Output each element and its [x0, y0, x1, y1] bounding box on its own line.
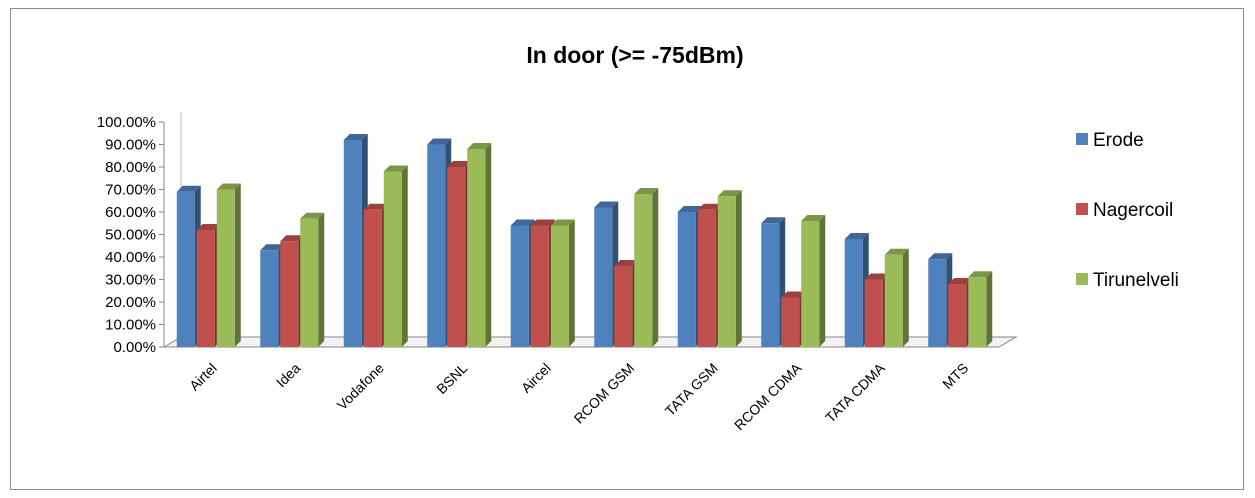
legend-item-nagercoil: Nagercoil — [1076, 200, 1173, 221]
bar-tirunelveli-vodafone — [383, 165, 408, 347]
bar-tirunelveli-airtel — [216, 183, 241, 347]
x-tick-label: TATA GSM — [662, 360, 721, 419]
bar-tirunelveli-tata-cdma — [884, 248, 909, 347]
y-tick-label: 40.00% — [105, 249, 156, 266]
legend-swatch — [1076, 133, 1088, 145]
y-tick-label: 70.00% — [105, 182, 156, 199]
category-labels: Airtel Idea Vodafone BSNL Aircel RCOM GSM TATA… — [186, 359, 971, 433]
y-tick-label: 100.00% — [97, 114, 156, 131]
legend-label: Nagercoil — [1093, 200, 1173, 221]
bar-tirunelveli-mts — [968, 271, 993, 347]
y-tick-label: 80.00% — [105, 159, 156, 176]
legend-label: Tirunelveli — [1093, 270, 1179, 291]
y-tick-label: 30.00% — [105, 272, 156, 289]
x-tick-label: RCOM GSM — [571, 360, 638, 427]
chart-canvas: In door (>= -75dBm) 0.00% 10.00% 20.00% 30.… — [97, 42, 1179, 433]
y-tick-label: 20.00% — [105, 294, 156, 311]
bar-erode-rcom-gsm — [594, 201, 619, 347]
x-tick-label: TATA CDMA — [822, 359, 888, 425]
y-tick-label: 50.00% — [105, 227, 156, 244]
bar-tirunelveli-rcom-gsm — [634, 188, 659, 347]
legend-label: Erode — [1093, 130, 1144, 151]
y-tick-label: 10.00% — [105, 317, 156, 334]
x-tick-label: Vodafone — [334, 360, 387, 413]
x-tick-label: MTS — [939, 360, 971, 392]
x-tick-label: Aircel — [518, 360, 554, 396]
x-tick-label: Airtel — [186, 360, 220, 394]
y-tick-label: 90.00% — [105, 137, 156, 154]
x-tick-label: Idea — [273, 360, 304, 391]
x-tick-label: RCOM CDMA — [731, 359, 805, 433]
y-tick-label: 60.00% — [105, 204, 156, 221]
legend-item-tirunelveli: Tirunelveli — [1076, 270, 1179, 291]
bar-tirunelveli-rcom-cdma — [801, 215, 826, 347]
legend-item-erode: Erode — [1076, 130, 1144, 151]
legend-swatch — [1076, 203, 1088, 215]
bar-tirunelveli-aircel — [550, 219, 575, 347]
bar-tirunelveli-tata-gsm — [717, 190, 742, 347]
legend-swatch — [1076, 273, 1088, 285]
x-tick-label: BSNL — [433, 360, 470, 397]
chart-frame: In door (>= -75dBm) 0.00% 10.00% 20.00% 30.… — [10, 8, 1244, 490]
y-tick-label: 0.00% — [113, 339, 156, 356]
chart-bars — [176, 134, 993, 347]
bar-tirunelveli-bsnl — [467, 143, 492, 347]
bar-tirunelveli-idea — [300, 212, 325, 347]
chart-legend: Erode Nagercoil Tirunelveli — [1076, 130, 1179, 291]
chart-title: In door (>= -75dBm) — [526, 42, 743, 68]
